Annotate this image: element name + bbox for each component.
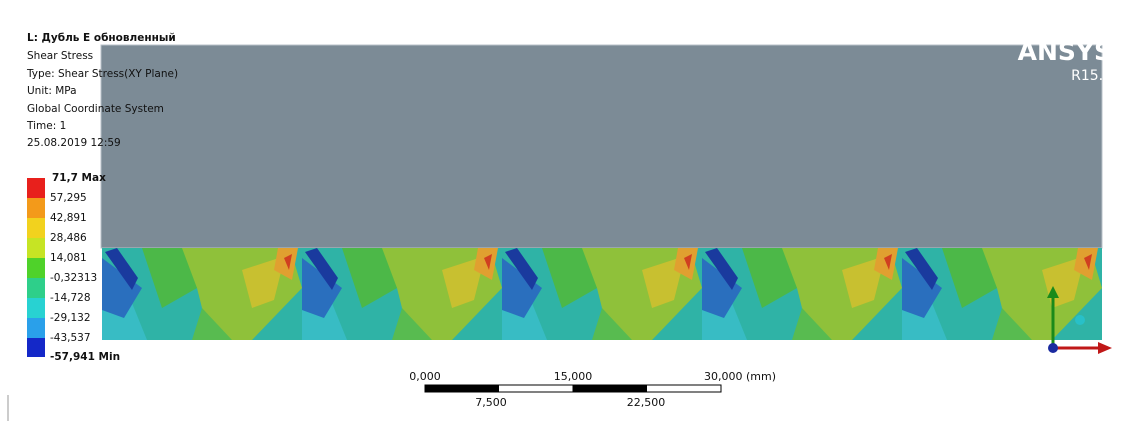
body-gray: [101, 45, 1102, 248]
legend-label: 28,486: [50, 232, 87, 244]
legend-label: 42,891: [50, 212, 87, 224]
logo-version: R15.0: [1071, 68, 1112, 84]
header-line: Type: Shear Stress(XY Plane): [26, 68, 178, 80]
header-line: Time: 1: [26, 120, 66, 132]
scale-label: 22,500: [627, 396, 666, 409]
legend-label: -29,132: [50, 312, 91, 324]
result-title: L: Дубль Е обновленный: [27, 32, 176, 44]
logo-name: ANSYS: [1018, 37, 1112, 66]
legend-label: -43,537: [50, 332, 91, 344]
viewport: L: Дубль Е обновленный Shear Stress Type…: [0, 0, 1128, 421]
header-line: Shear Stress: [27, 50, 93, 62]
legend-label: -0,32313: [50, 272, 97, 284]
header-line: Global Coordinate System: [27, 103, 164, 115]
scale-label: 30,000 (mm): [704, 370, 776, 383]
scale-label: 0,000: [409, 370, 441, 383]
scale-label: 15,000: [554, 370, 593, 383]
legend-bar: [27, 178, 45, 357]
legend-label: -57,941 Min: [50, 351, 120, 363]
legend-label: 71,7 Max: [52, 172, 106, 184]
page: {"header":{"title":"L: Дубль Е обновленн…: [0, 0, 1128, 421]
header-line: Unit: MPa: [27, 85, 77, 97]
scale-bar: [425, 385, 721, 392]
header-line: 25.08.2019 12:59: [27, 137, 121, 149]
legend-label: 57,295: [50, 192, 87, 204]
stress-band: [102, 248, 1102, 340]
scale-label: 7,500: [475, 396, 507, 409]
legend-label: -14,728: [50, 292, 91, 304]
legend-label: 14,081: [50, 252, 87, 264]
